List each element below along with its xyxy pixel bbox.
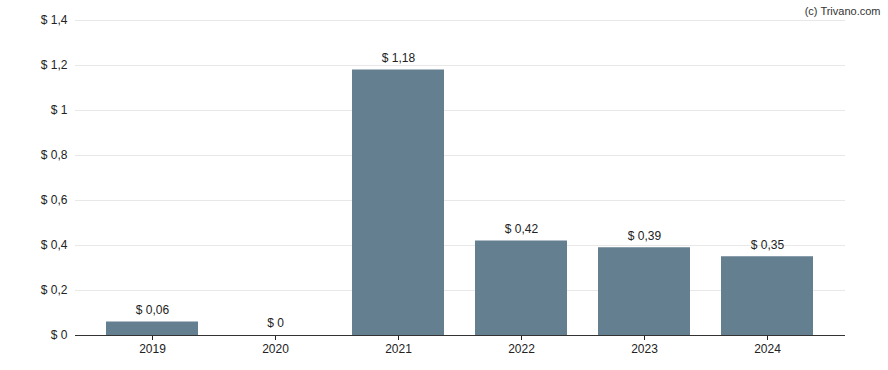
svg-text:(c) Trivano.com: (c) Trivano.com — [805, 5, 881, 17]
svg-text:2022: 2022 — [508, 342, 535, 356]
svg-text:$ 0,39: $ 0,39 — [628, 229, 662, 243]
svg-text:2019: 2019 — [139, 342, 166, 356]
svg-text:$ 0,42: $ 0,42 — [505, 222, 539, 236]
svg-text:2021: 2021 — [385, 342, 412, 356]
svg-text:$ 0,06: $ 0,06 — [136, 303, 170, 317]
svg-text:$ 1,2: $ 1,2 — [41, 58, 68, 72]
svg-text:2020: 2020 — [262, 342, 289, 356]
svg-text:$ 0,8: $ 0,8 — [41, 148, 68, 162]
svg-text:$ 0,4: $ 0,4 — [41, 238, 68, 252]
svg-text:$ 0,6: $ 0,6 — [41, 193, 68, 207]
svg-text:$ 0: $ 0 — [51, 328, 68, 342]
svg-text:$ 0: $ 0 — [267, 316, 284, 330]
svg-text:$ 1,18: $ 1,18 — [382, 51, 416, 65]
svg-text:$ 1,4: $ 1,4 — [41, 13, 68, 27]
svg-text:$ 0,2: $ 0,2 — [41, 283, 68, 297]
svg-text:$ 1: $ 1 — [51, 103, 68, 117]
svg-text:2024: 2024 — [754, 342, 781, 356]
svg-text:$ 0,35: $ 0,35 — [751, 238, 785, 252]
svg-text:2023: 2023 — [631, 342, 658, 356]
